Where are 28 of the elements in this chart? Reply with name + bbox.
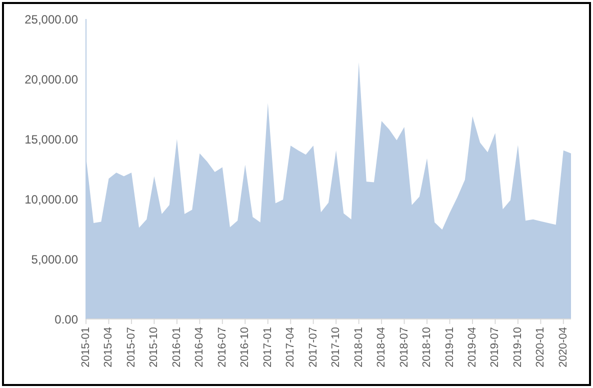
x-tick-label: 2016-07 (216, 327, 228, 368)
x-tick-label: 2015-01 (80, 327, 92, 368)
x-tick-label: 2017-07 (307, 327, 320, 368)
x-tick-label: 2017-04 (284, 327, 297, 368)
x-tick-label: 2015-10 (148, 327, 160, 368)
y-tick-label: 10,000.00 (24, 192, 78, 206)
x-tick-label: 2019-04 (466, 327, 478, 368)
x-tick-label: 2018-01 (352, 327, 365, 368)
x-tick-label: 2016-10 (239, 327, 252, 368)
x-tick-label: 2017-01 (262, 327, 274, 368)
x-tick-label: 2020-04 (557, 327, 570, 368)
x-tick-label: 2018-04 (376, 327, 388, 368)
y-tick-label: 25,000.00 (24, 12, 78, 26)
x-tick-label: 2017-10 (330, 327, 342, 368)
x-tick-label: 2016-04 (194, 327, 206, 368)
x-tick-label: 2015-04 (102, 327, 115, 368)
x-tick-label: 2015-07 (125, 327, 138, 368)
y-tick-label: 5,000.00 (31, 252, 78, 266)
x-tick-label: 2018-10 (421, 327, 434, 368)
x-tick-label: 2019-07 (489, 327, 502, 368)
x-tick-label: 2020-01 (534, 327, 547, 368)
x-tick-label: 2019-01 (444, 327, 456, 368)
y-tick-label: 15,000.00 (24, 132, 78, 146)
x-tick-label: 2019-10 (512, 327, 524, 368)
y-tick-label: 20,000.00 (24, 72, 78, 86)
y-tick-label: 0.00 (54, 312, 78, 326)
x-tick-label: 2016-01 (170, 327, 183, 368)
x-tick-label: 2018-07 (398, 327, 410, 368)
